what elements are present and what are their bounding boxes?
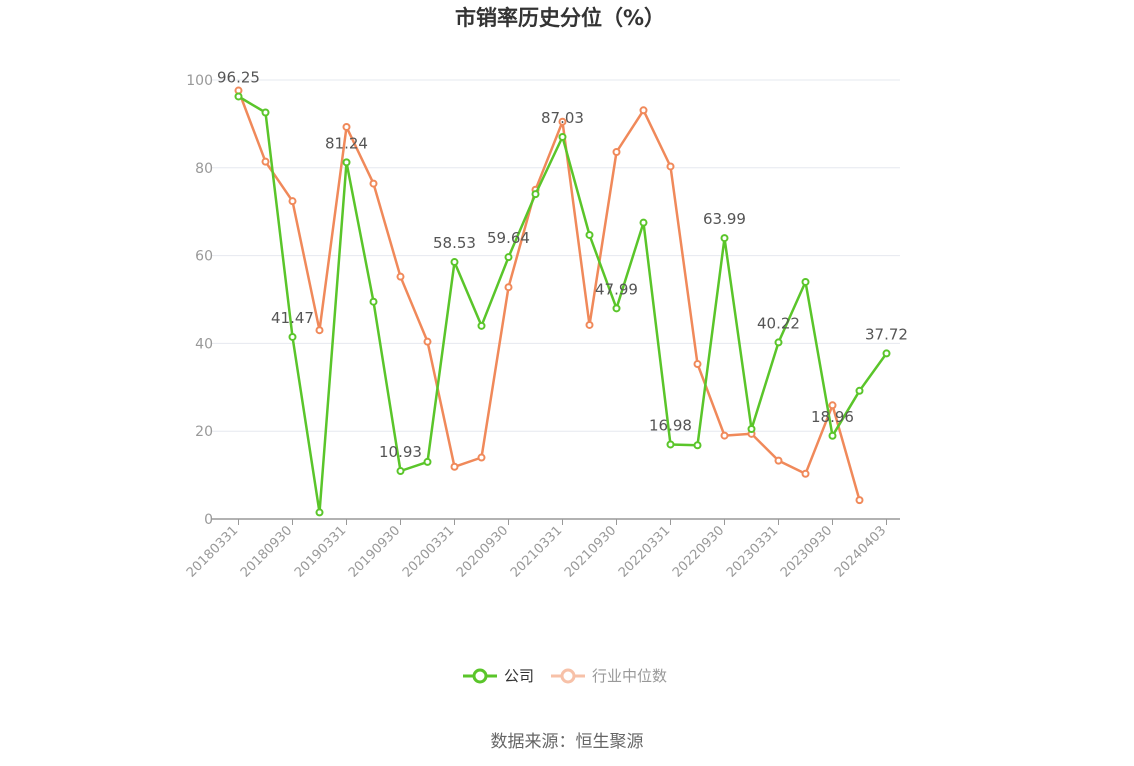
company-point-20200930[interactable] bbox=[504, 253, 513, 262]
company-point-20180630[interactable] bbox=[261, 108, 270, 117]
company-point-20210930[interactable] bbox=[612, 304, 621, 313]
y-tick-label-60: 60 bbox=[195, 249, 213, 265]
data-label-20230331: 40.22 bbox=[757, 314, 800, 332]
legend-item-company[interactable]: 公司 bbox=[463, 667, 534, 685]
data-label-20180331: 96.25 bbox=[217, 68, 260, 86]
x-tick-label-20220930: 20220930 bbox=[670, 523, 727, 580]
industry-point-20200930[interactable] bbox=[504, 283, 513, 292]
x-tick-label-20240403: 20240403 bbox=[832, 523, 889, 580]
series-company bbox=[234, 92, 891, 517]
x-tick-label-20210930: 20210930 bbox=[562, 523, 619, 580]
company-point-20221231[interactable] bbox=[747, 425, 756, 434]
y-tick-label-40: 40 bbox=[195, 336, 213, 352]
series-line-company bbox=[237, 95, 888, 514]
x-tick-label-20180331: 20180331 bbox=[184, 523, 241, 580]
series-layer bbox=[234, 86, 891, 517]
industry-point-20230930[interactable] bbox=[828, 401, 837, 410]
company-point-20191231[interactable] bbox=[423, 457, 432, 466]
company-point-20190630[interactable] bbox=[369, 297, 378, 306]
data-source: 数据来源：恒生聚源 bbox=[491, 732, 644, 752]
industry-point-20190331[interactable] bbox=[342, 122, 351, 131]
industry-point-20190630[interactable] bbox=[369, 179, 378, 188]
company-point-20231231[interactable] bbox=[855, 386, 864, 395]
company-point-20220630[interactable] bbox=[693, 441, 702, 450]
company-point-20211231[interactable] bbox=[639, 218, 648, 227]
legend-item-industry[interactable]: 行业中位数 bbox=[551, 667, 667, 685]
x-tick-label-20200331: 20200331 bbox=[400, 523, 457, 580]
legend-industry-label: 行业中位数 bbox=[592, 667, 667, 685]
x-tick-label-20220331: 20220331 bbox=[616, 523, 673, 580]
legend: 公司 行业中位数 bbox=[463, 667, 667, 685]
x-tick-label-20190930: 20190930 bbox=[346, 523, 403, 580]
x-tick-label-20230331: 20230331 bbox=[724, 523, 781, 580]
data-label-20210930: 47.99 bbox=[595, 280, 638, 298]
legend-company-label: 公司 bbox=[504, 667, 534, 685]
y-tick-label-80: 80 bbox=[195, 161, 213, 177]
company-point-20230930[interactable] bbox=[828, 431, 837, 440]
y-tick-label-100: 100 bbox=[186, 73, 213, 89]
x-axis: 2018033120180930201903312019093020200331… bbox=[184, 518, 900, 581]
company-point-20230331[interactable] bbox=[774, 338, 783, 347]
industry-point-20210331[interactable] bbox=[558, 117, 567, 126]
company-point-20240403[interactable] bbox=[882, 349, 891, 358]
industry-point-20220331[interactable] bbox=[666, 162, 675, 171]
industry-point-20200630[interactable] bbox=[477, 453, 486, 462]
industry-point-20210630[interactable] bbox=[585, 320, 594, 329]
industry-point-20220630[interactable] bbox=[693, 360, 702, 369]
industry-point-20200331[interactable] bbox=[450, 462, 459, 471]
industry-point-20230630[interactable] bbox=[801, 469, 810, 478]
industry-point-20181231[interactable] bbox=[315, 326, 324, 335]
industry-point-20191231[interactable] bbox=[423, 337, 432, 346]
data-label-20220331: 16.98 bbox=[649, 416, 692, 434]
company-point-20200331[interactable] bbox=[450, 258, 459, 267]
legend-industry-marker bbox=[560, 668, 576, 684]
company-point-20210630[interactable] bbox=[585, 230, 594, 239]
company-point-20200630[interactable] bbox=[477, 321, 486, 330]
company-point-20180930[interactable] bbox=[288, 332, 297, 341]
data-label-20220930: 63.99 bbox=[703, 210, 746, 228]
industry-point-20220930[interactable] bbox=[720, 431, 729, 440]
x-tick-label-20190331: 20190331 bbox=[292, 523, 349, 580]
data-label-20230930: 18.96 bbox=[811, 408, 854, 426]
industry-point-20180630[interactable] bbox=[261, 157, 270, 166]
x-tick-label-20210331: 20210331 bbox=[508, 523, 565, 580]
industry-point-20230331[interactable] bbox=[774, 456, 783, 465]
company-point-20210331[interactable] bbox=[558, 132, 567, 141]
industry-point-20180930[interactable] bbox=[288, 197, 297, 206]
chart-title: 市销率历史分位（%） bbox=[455, 6, 665, 30]
company-point-20181231[interactable] bbox=[315, 508, 324, 517]
data-label-20180930: 41.47 bbox=[271, 309, 314, 327]
data-label-20200930: 59.64 bbox=[487, 229, 530, 247]
x-tick-label-20180930: 20180930 bbox=[238, 523, 295, 580]
company-point-20190930[interactable] bbox=[396, 467, 405, 476]
industry-point-20190930[interactable] bbox=[396, 272, 405, 281]
company-point-20230630[interactable] bbox=[801, 277, 810, 286]
data-label-20200331: 58.53 bbox=[433, 234, 476, 252]
data-labels: 96.25 41.47 81.24 10.93 58.53 59.64 87.03 47.99… bbox=[217, 68, 908, 461]
industry-point-20211231[interactable] bbox=[639, 106, 648, 115]
data-label-20210331: 87.03 bbox=[541, 109, 584, 127]
x-tick-label-20200930: 20200930 bbox=[454, 523, 511, 580]
legend-company-marker bbox=[472, 668, 488, 684]
industry-point-20210930[interactable] bbox=[612, 147, 621, 156]
y-axis: 0 20 40 60 80 100 bbox=[186, 73, 213, 528]
data-label-20190331: 81.24 bbox=[325, 134, 368, 152]
company-point-20190331[interactable] bbox=[342, 158, 351, 167]
company-point-20180331[interactable] bbox=[234, 92, 243, 101]
y-tick-label-0: 0 bbox=[204, 512, 213, 528]
company-point-20201231[interactable] bbox=[531, 190, 540, 199]
y-tick-label-20: 20 bbox=[195, 424, 213, 440]
series-line-industry-median bbox=[237, 90, 861, 501]
data-label-20240403: 37.72 bbox=[865, 325, 908, 343]
grid-lines bbox=[212, 79, 900, 432]
company-point-20220930[interactable] bbox=[720, 234, 729, 243]
industry-point-20231231[interactable] bbox=[855, 496, 864, 505]
x-tick-label-20230930: 20230930 bbox=[778, 523, 835, 580]
company-point-20220331[interactable] bbox=[666, 440, 675, 449]
data-label-20190930: 10.93 bbox=[379, 443, 422, 461]
